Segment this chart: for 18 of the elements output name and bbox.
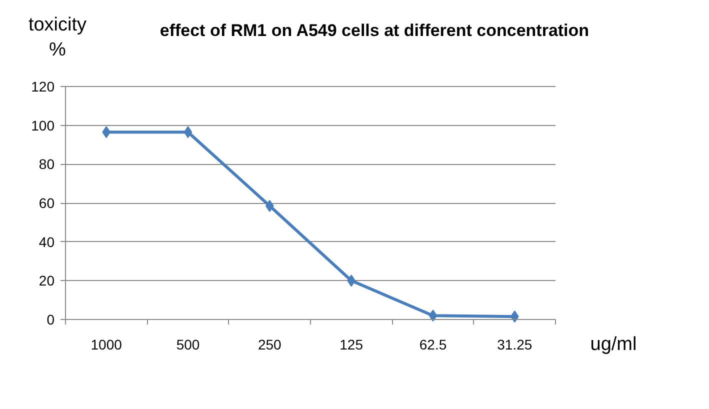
y-tick-label: 80	[38, 156, 55, 172]
y-tick-label: 100	[31, 117, 55, 134]
y-tick-label: 40	[38, 234, 55, 250]
x-axis-title: ug/ml	[590, 334, 637, 355]
x-tick-label: 31.25	[497, 336, 532, 352]
x-tick-label: 250	[258, 336, 282, 352]
chart-title: effect of RM1 on A549 cells at different concentration	[160, 21, 590, 40]
y-tick-label: 20	[38, 272, 55, 289]
y-tick-label: 0	[46, 312, 55, 328]
point	[428, 310, 438, 322]
y-tick-label: 60	[38, 195, 55, 211]
point	[184, 126, 192, 138]
y-tick-label: 120	[31, 78, 55, 94]
x-tick-label: 1000	[90, 336, 122, 352]
x-tick-label: 125	[340, 336, 364, 352]
x-tick-label: 500	[176, 336, 200, 352]
x-tick-label: 62.5	[419, 336, 447, 352]
y-axis-title: toxicity %	[28, 14, 88, 61]
